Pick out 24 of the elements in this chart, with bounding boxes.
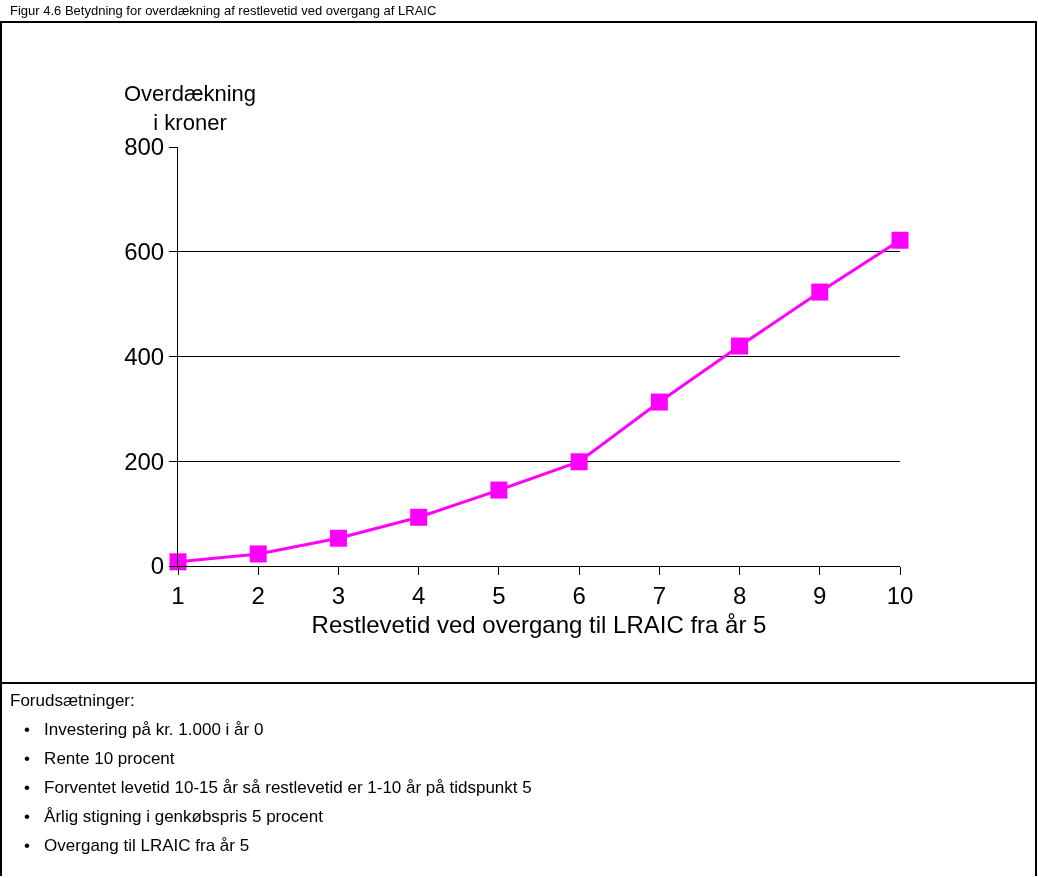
y-tick-label: 600 [124,238,165,266]
x-tick-label: 5 [492,581,506,609]
y-tick-label: 200 [124,447,165,475]
y-tick-label: 800 [124,133,165,161]
text: • Forventet levetid 10-15 år så restlevetid er 1-10 år på tidspunkt 5 [24,778,532,797]
x-tick-label: 7 [652,581,667,609]
y-tick-label: 400 [124,342,165,370]
x-axis-title: Restlevetid ved overgang til LRAIC fra år 5 [311,611,767,639]
x-tick-label: 9 [813,581,827,609]
text: • Investering på kr. 1.000 i år 0 [24,720,264,739]
chart-title: Figur 4.6 Betydning for overdækning af restlevetid ved overgang af LRAIC [10,3,437,18]
x-tick-label: 6 [572,581,586,609]
x-tick-label: 3 [331,581,346,609]
x-tick-label: 10 [886,581,914,609]
text: • Årlig stigning i genkøbspris 5 procent [24,807,324,826]
x-tick-label: 1 [171,581,185,609]
x-tick-label: 8 [732,581,747,609]
text: • Overgang til LRAIC fra år 5 [24,836,250,855]
text: • Rente 10 procent [24,749,175,768]
text: Forudsætninger: [10,691,135,710]
y-tick-label: 0 [150,552,165,580]
x-tick-label: 2 [251,581,265,609]
x-tick-label: 4 [411,581,426,609]
y-axis-title: Overdækning i kroner [124,81,257,135]
